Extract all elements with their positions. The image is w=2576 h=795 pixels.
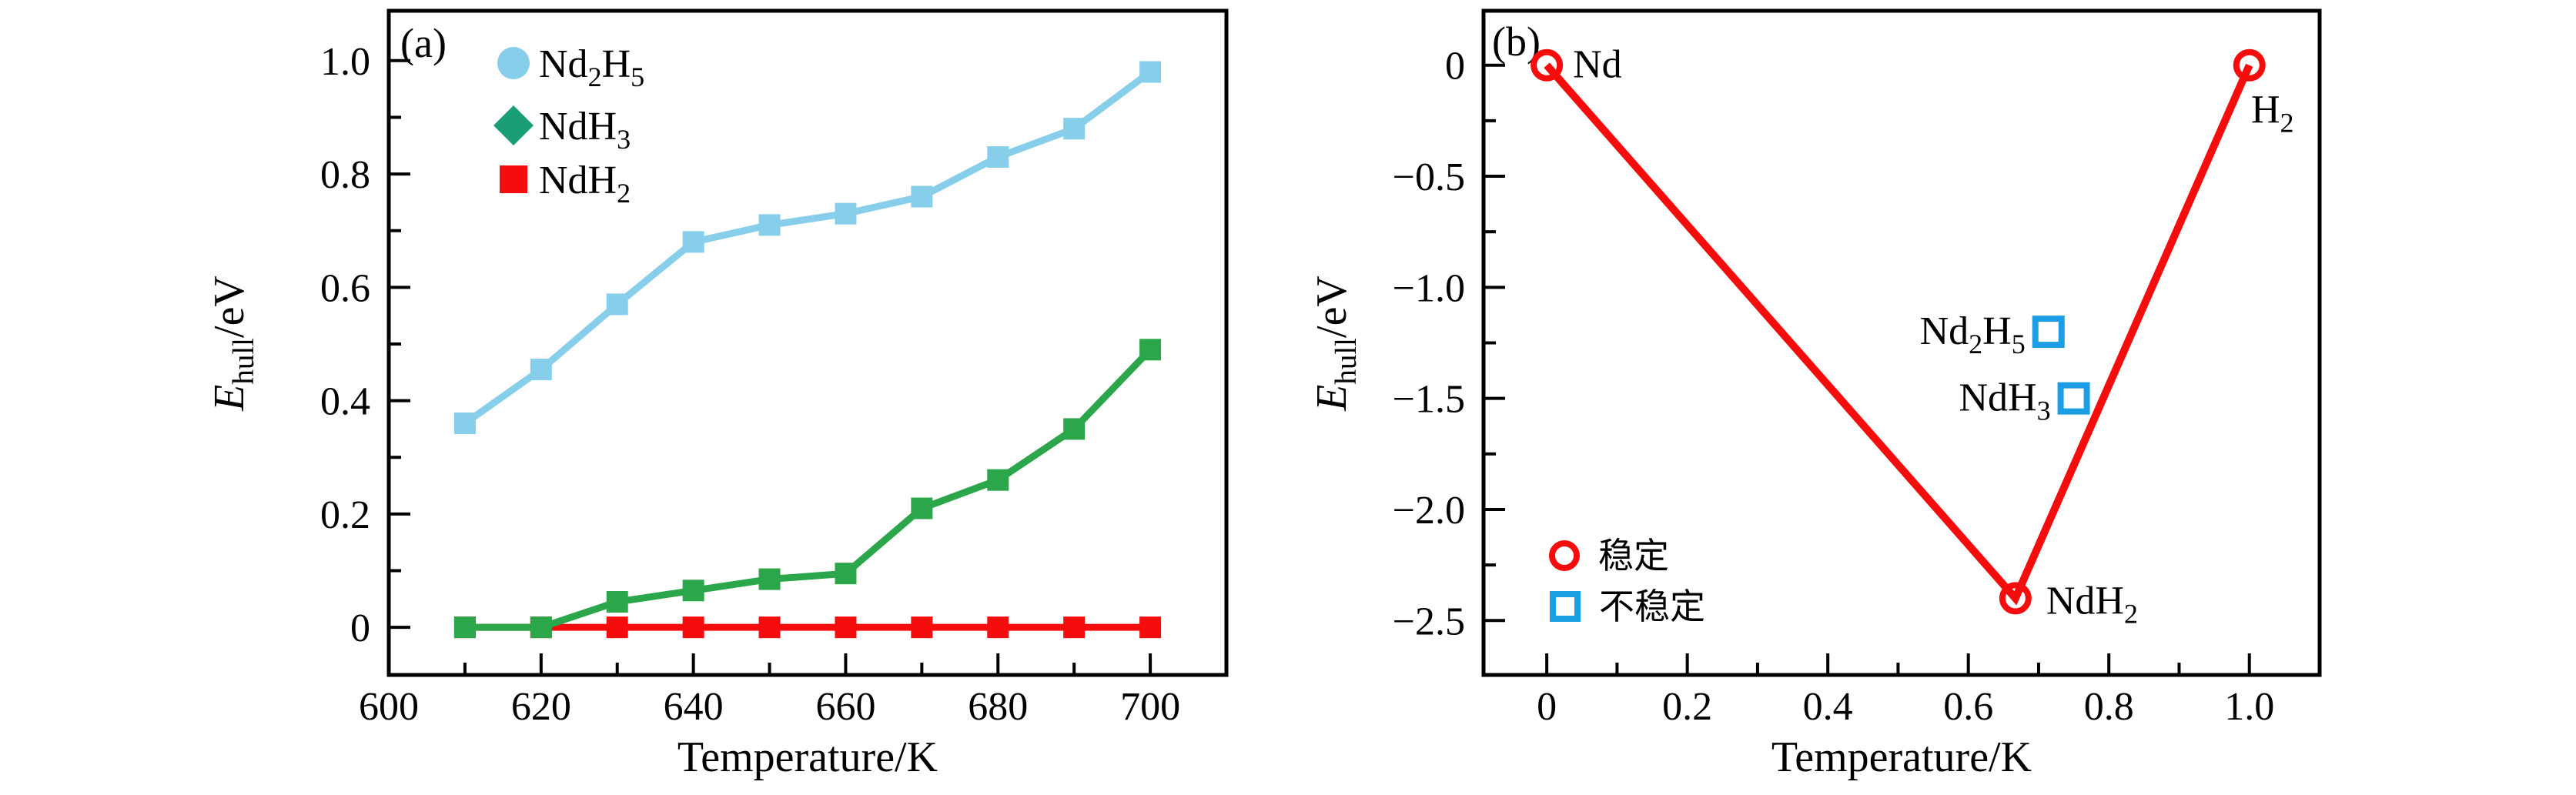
b-xtick-label-0.4: 0.4 (1803, 685, 1853, 729)
panel-a: 600 620 640 660 680 700 1.0 0.8 0.6 0.4 0.2 0 (a) Tem… (206, 8, 1229, 781)
series-Nd2H5-marker (1063, 118, 1086, 140)
series-NdH3-marker (682, 580, 704, 602)
b-xtick-label-0: 0 (1537, 685, 1557, 729)
a-yaxis-title: Ehull/eV (206, 276, 260, 412)
series-Nd2H5-marker (758, 214, 781, 236)
a-legend-label-NdH2: NdH2 (539, 159, 631, 209)
a-legend-diamond-marker-NdH3 (493, 105, 534, 145)
series-Nd2H5-marker (682, 231, 704, 253)
b-ytick-label-−1.5: −1.5 (1393, 378, 1465, 422)
series-NdH3-marker (453, 616, 476, 639)
series-Nd2H5-marker (835, 202, 857, 225)
point-label-NdH2: NdH2 (2046, 579, 2138, 629)
stable-point-Nd (1531, 48, 1564, 82)
series-NdH2-marker (606, 616, 628, 639)
point-label-Nd2H5: Nd2H5 (1920, 309, 2026, 359)
a-xtick-label-640: 640 (664, 685, 724, 729)
a-xtick-label-700: 700 (1120, 685, 1180, 729)
series-Nd2H5-marker (606, 293, 628, 316)
b-yaxis-title: Ehull/eV (1308, 276, 1363, 412)
series-Nd2H5-marker (453, 413, 476, 435)
series-Nd2H5-line (463, 68, 1153, 426)
b-xtick-label-0.6: 0.6 (1943, 685, 1993, 729)
b-ytick-label-−1.0: −1.0 (1393, 266, 1465, 310)
b-xtick-label-1.0: 1.0 (2224, 685, 2274, 729)
b-ytick-label-0: 0 (1445, 45, 1465, 89)
b-ytick-label-−2.5: −2.5 (1393, 600, 1465, 643)
series-NdH2-marker (987, 616, 1009, 639)
unstable-point-Nd2H5 (2032, 316, 2065, 349)
a-legend-label-NdH3: NdH3 (539, 105, 631, 155)
series-NdH3-marker (758, 568, 781, 590)
a-ytick-label-0.6: 0.6 (320, 266, 370, 310)
series-NdH3-marker (835, 563, 857, 585)
series-Nd2H5-marker (530, 359, 552, 381)
panel-label-b: (b) (1492, 18, 1541, 65)
a-legend-label-Nd2H5: Nd2H5 (539, 42, 644, 92)
series-NdH3-marker (1139, 339, 1162, 361)
b-ytick-label-−0.5: −0.5 (1393, 155, 1465, 199)
panel-b: 0 0.2 0.4 0.6 0.8 1.0 0 −0.5 −1.0 −1.5 −2.0 −2.5 (b)… (1308, 8, 2322, 781)
point-label-Nd: Nd (1573, 43, 1622, 87)
a-ytick-label-1.0: 1.0 (320, 40, 370, 84)
point-label-NdH3: NdH3 (1959, 376, 2050, 426)
a-xaxis-title: Temperature/K (677, 733, 938, 781)
stable-point-H2 (2233, 48, 2266, 82)
b-ytick-label-−2.0: −2.0 (1393, 489, 1465, 533)
b-legend-label-1: 不稳定 (1599, 587, 1705, 626)
a-legend-circle-marker-Nd2H5 (497, 47, 530, 79)
a-xtick-label-600: 600 (359, 685, 419, 729)
a-xtick-label-660: 660 (815, 685, 875, 729)
series-NdH2-marker (1063, 616, 1086, 639)
series-Nd2H5-marker (1139, 61, 1162, 83)
point-label-H2: H2 (2251, 89, 2294, 139)
series-NdH2-marker (835, 616, 857, 639)
panel-label-a: (a) (400, 20, 447, 66)
convex-hull-line (1544, 62, 2253, 606)
a-legend-square-marker-NdH2 (500, 165, 527, 193)
series-NdH2-marker (1139, 616, 1162, 639)
b-xaxis-title: Temperature/K (1771, 733, 2032, 781)
series-NdH3-marker (530, 616, 552, 639)
series-NdH3-marker (911, 497, 933, 519)
b-xtick-label-0.2: 0.2 (1662, 685, 1712, 729)
a-ytick-label-0: 0 (350, 606, 370, 650)
series-NdH3-marker (987, 469, 1009, 491)
series-NdH3-line (464, 347, 1153, 631)
a-ytick-label-0.4: 0.4 (320, 380, 370, 424)
b-xtick-label-0.8: 0.8 (2084, 685, 2134, 729)
a-ytick-label-0.8: 0.8 (320, 153, 370, 197)
series-NdH2-marker (682, 616, 704, 639)
a-ytick-label-0.2: 0.2 (320, 493, 370, 537)
series-Nd2H5-marker (987, 145, 1009, 168)
a-xtick-label-680: 680 (968, 685, 1028, 729)
series-NdH2-marker (911, 616, 933, 639)
b-legend-circle-marker (1549, 540, 1580, 571)
unstable-point-NdH3 (2057, 382, 2090, 415)
stable-point-NdH2 (1999, 582, 2032, 615)
series-NdH2-marker (758, 616, 781, 639)
series-NdH3-marker (1063, 418, 1086, 440)
a-xtick-label-620: 620 (511, 685, 571, 729)
b-legend-label-0: 稳定 (1598, 536, 1669, 576)
series-Nd2H5-marker (911, 185, 933, 208)
series-NdH3-marker (606, 591, 628, 613)
b-legend-square-marker (1550, 591, 1581, 622)
